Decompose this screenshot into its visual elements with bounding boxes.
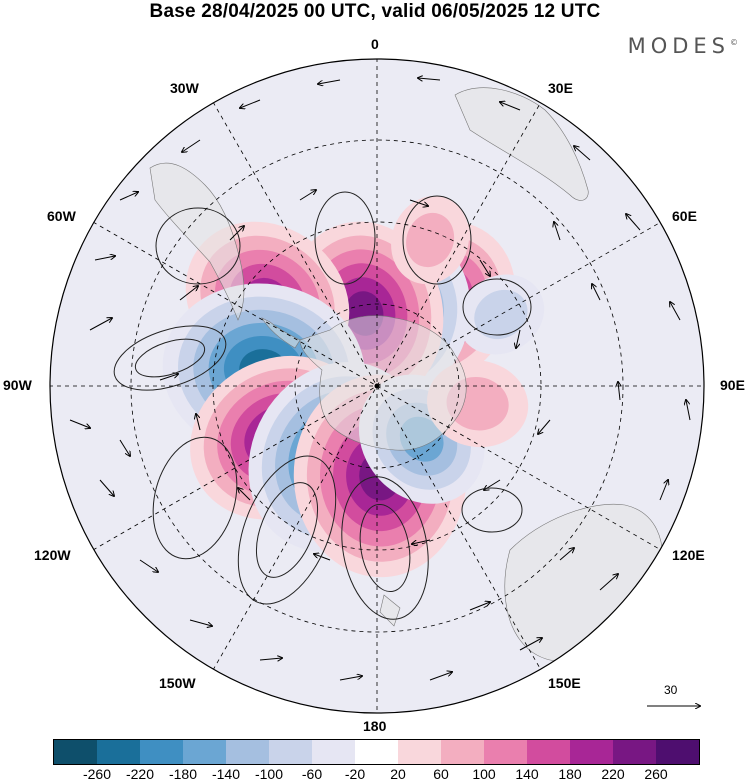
colorbar-tick-label: -20 [344,766,366,782]
lon-label-120w: 120W [34,547,71,563]
colorbar-swatch [441,740,484,764]
anomaly-blob [406,212,455,268]
lon-label-180: 180 [363,718,387,734]
map-boundary [49,58,705,714]
colorbar-swatch [484,740,527,764]
colorbar-swatch [140,740,183,764]
antarctica-land [299,315,467,451]
colorbar-tick-label: 180 [558,766,582,782]
colorbar-tick-label: -260 [82,766,112,782]
lon-label-0: 0 [371,36,379,52]
colorbar-swatch [398,740,441,764]
colorbar-swatch [613,740,656,764]
copyright-mark: © [730,38,738,47]
colorbar-swatch [312,740,355,764]
anomaly-blob [474,289,528,340]
lon-label-30w: 30W [170,80,199,96]
lon-label-150w: 150W [159,675,196,691]
colorbar [53,739,700,765]
colorbar-tick-label: 140 [515,766,539,782]
colorbar-swatch [355,740,398,764]
colorbar-swatch [570,740,613,764]
lon-label-90e: 90E [720,377,745,393]
colorbar-swatch [527,740,570,764]
lon-label-60e: 60E [672,208,697,224]
colorbar-tick-label: -60 [301,766,323,782]
colorbar-tick-label: 60 [433,766,449,782]
colorbar-tick-label: -220 [125,766,155,782]
colorbar-swatch [183,740,226,764]
colorbar-tick-label: -140 [211,766,241,782]
colorbar-tick-label: -100 [254,766,284,782]
antarctic-peninsula-land [261,317,301,349]
modes-logo: MODES© [628,34,738,58]
colorbar-tick-label: 260 [644,766,668,782]
lon-label-150e: 150E [548,675,581,691]
contour-lines [113,191,532,620]
colorbar-tick-label: 100 [472,766,496,782]
chart-title: Base 28/04/2025 00 UTC, valid 06/05/2025… [149,1,601,22]
wind-vectors [69,78,691,681]
colorbar-swatch [226,740,269,764]
brand-text: MODES [627,34,730,58]
wind-reference-label: 30 [664,683,678,697]
colorbar-ticks: -260 -220 -180 -140 -100 -60 -20 20 60 100 140 180 2… [0,766,750,783]
pole-marker [374,383,380,389]
lon-label-30e: 30E [548,80,573,96]
colorbar-tick-label: 20 [390,766,406,782]
land-masses [149,87,663,662]
lon-label-60w: 60W [47,208,76,224]
colorbar-swatch [97,740,140,764]
new-zealand-land [379,594,401,627]
colorbar-tick-label: -180 [168,766,198,782]
colorbar-swatch [269,740,312,764]
lon-label-120e: 120E [672,547,705,563]
map-disk [50,59,704,713]
colorbar-swatch [656,740,699,764]
lon-label-90w: 90W [3,377,32,393]
south-america-land [149,162,245,321]
africa-land [454,87,589,201]
colorbar-swatch [54,740,97,764]
colorbar-tick-label: 220 [601,766,625,782]
